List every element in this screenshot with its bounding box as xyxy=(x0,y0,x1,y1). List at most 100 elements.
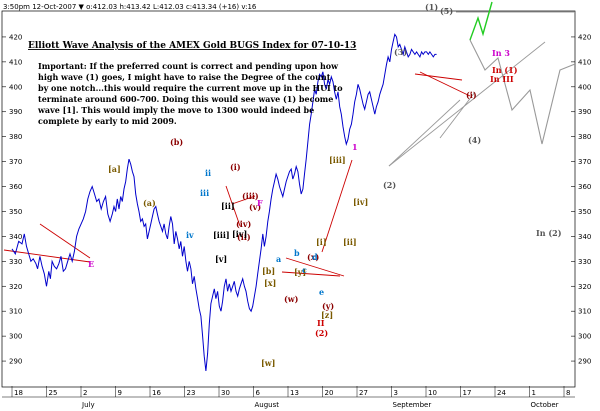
wave-label: (i) xyxy=(230,162,241,172)
x-tick-label: 8 xyxy=(566,389,570,397)
analysis-note-line: wave [1]. This would imply the move to 1… xyxy=(37,105,314,115)
y-tick-label-right: 340 xyxy=(578,233,591,241)
y-tick-label-right: 370 xyxy=(578,158,591,166)
price-series-line xyxy=(11,33,437,372)
wave-label: [b] xyxy=(262,266,275,276)
wave-label: (3) xyxy=(394,47,407,57)
wave-label: In (1) xyxy=(492,65,518,75)
y-tick-label-right: 360 xyxy=(578,183,591,191)
analysis-note-line: Important: If the preferred count is cor… xyxy=(38,61,339,71)
x-tick-label: 20 xyxy=(325,389,334,397)
wave-label: II xyxy=(317,318,325,328)
wave-label: [ii] xyxy=(343,237,357,247)
wave-label: [w] xyxy=(261,358,275,368)
x-tick-label: 9 xyxy=(118,389,122,397)
month-label: September xyxy=(393,401,432,409)
y-tick-label-left: 330 xyxy=(9,258,22,266)
trend-line xyxy=(285,257,345,277)
chart-title: Elliott Wave Analysis of the AMEX Gold B… xyxy=(28,41,356,51)
y-tick-label-right: 350 xyxy=(578,208,591,216)
wave-label: (2) xyxy=(383,180,396,190)
wave-label: iii xyxy=(200,188,209,198)
wave-label: (iii) xyxy=(242,191,259,201)
x-tick-label: 17 xyxy=(463,389,472,397)
trend-line xyxy=(414,73,463,81)
wave-label: [v] xyxy=(215,254,227,264)
y-tick-label-right: 290 xyxy=(578,358,591,366)
y-tick-label-right: 420 xyxy=(578,33,591,41)
trend-line xyxy=(225,185,241,227)
wave-label: [i] xyxy=(316,237,327,247)
wave-label: (v) xyxy=(249,202,261,212)
y-tick-label-left: 310 xyxy=(9,308,22,316)
x-tick-label: 25 xyxy=(49,389,58,397)
wave-label: (a) xyxy=(143,198,156,208)
y-tick-label-left: 360 xyxy=(9,183,22,191)
wave-label: (ii) xyxy=(237,232,251,242)
wave-label: [iv] xyxy=(232,229,247,239)
trend-line xyxy=(281,271,341,277)
wave-label: F xyxy=(257,198,263,208)
y-tick-label-left: 410 xyxy=(9,58,22,66)
wave-label: [y] xyxy=(294,267,306,277)
x-tick-label: 24 xyxy=(497,389,506,397)
trend-line xyxy=(388,41,546,167)
month-label: October xyxy=(531,401,559,409)
month-label: July xyxy=(81,401,95,409)
wave-label: [ii] xyxy=(221,201,235,211)
y-tick-label-right: 330 xyxy=(578,258,591,266)
trend-line xyxy=(321,159,353,253)
x-tick-label: 16 xyxy=(152,389,161,397)
trend-line xyxy=(231,195,256,205)
analysis-note-line: complete by early to mid 2009. xyxy=(38,116,177,126)
wave-label: a xyxy=(276,254,281,264)
wave-label: E xyxy=(88,259,94,269)
analysis-note-line: high wave (1) goes, I might have to rais… xyxy=(38,72,331,82)
y-tick-label-right: 310 xyxy=(578,308,591,316)
wave-label: (1) xyxy=(425,2,438,12)
x-tick-label: 23 xyxy=(187,389,196,397)
y-tick-label-left: 300 xyxy=(9,333,22,341)
y-tick-label-right: 320 xyxy=(578,283,591,291)
wave-label: (5) xyxy=(440,6,453,16)
wave-label: (w) xyxy=(284,294,299,304)
wave-label: iv xyxy=(186,230,194,240)
wave-label: (iv) xyxy=(236,219,251,229)
y-tick-label-right: 300 xyxy=(578,333,591,341)
y-tick-label-left: 340 xyxy=(9,233,22,241)
wave-label: In (2) xyxy=(536,228,562,238)
wave-label: [a] xyxy=(108,164,121,174)
x-tick-label: 18 xyxy=(14,389,23,397)
wave-label: (i) xyxy=(466,90,477,100)
wave-label: [iii] xyxy=(213,230,230,240)
quote-header: 3:50pm 12-Oct-2007 ▼ o:412.03 h:413.42 L… xyxy=(3,3,257,11)
x-tick-label: 6 xyxy=(256,389,261,397)
y-tick-label-right: 410 xyxy=(578,58,591,66)
x-tick-label: 27 xyxy=(359,389,368,397)
wave-label: [iii] xyxy=(329,155,346,165)
y-tick-label-left: 290 xyxy=(9,358,22,366)
y-tick-label-left: 400 xyxy=(9,83,22,91)
y-tick-label-right: 380 xyxy=(578,133,591,141)
wave-label: (x) xyxy=(307,252,320,262)
wave-label: In III xyxy=(490,74,514,84)
wave-label: b xyxy=(294,248,300,258)
x-tick-label: 3 xyxy=(394,389,398,397)
analysis-note-line: terminate around 600-700. Doing this wou… xyxy=(38,94,333,104)
wave-label: [iv] xyxy=(353,197,368,207)
wave-label: e xyxy=(319,287,324,297)
wave-label: In 3 xyxy=(492,48,510,58)
trend-line xyxy=(388,99,461,167)
wave-label: (y) xyxy=(322,301,334,311)
y-tick-label-left: 420 xyxy=(9,33,22,41)
y-tick-label-right: 400 xyxy=(578,83,591,91)
trend-line xyxy=(439,91,476,139)
x-tick-label: 30 xyxy=(221,389,230,397)
wave-label: 1 xyxy=(352,142,358,152)
x-tick-label: 10 xyxy=(428,389,437,397)
x-tick-label: 13 xyxy=(290,389,299,397)
y-tick-label-left: 370 xyxy=(9,158,22,166)
y-tick-label-right: 390 xyxy=(578,108,591,116)
analysis-note-line: by one notch...this would require the cu… xyxy=(38,83,343,93)
